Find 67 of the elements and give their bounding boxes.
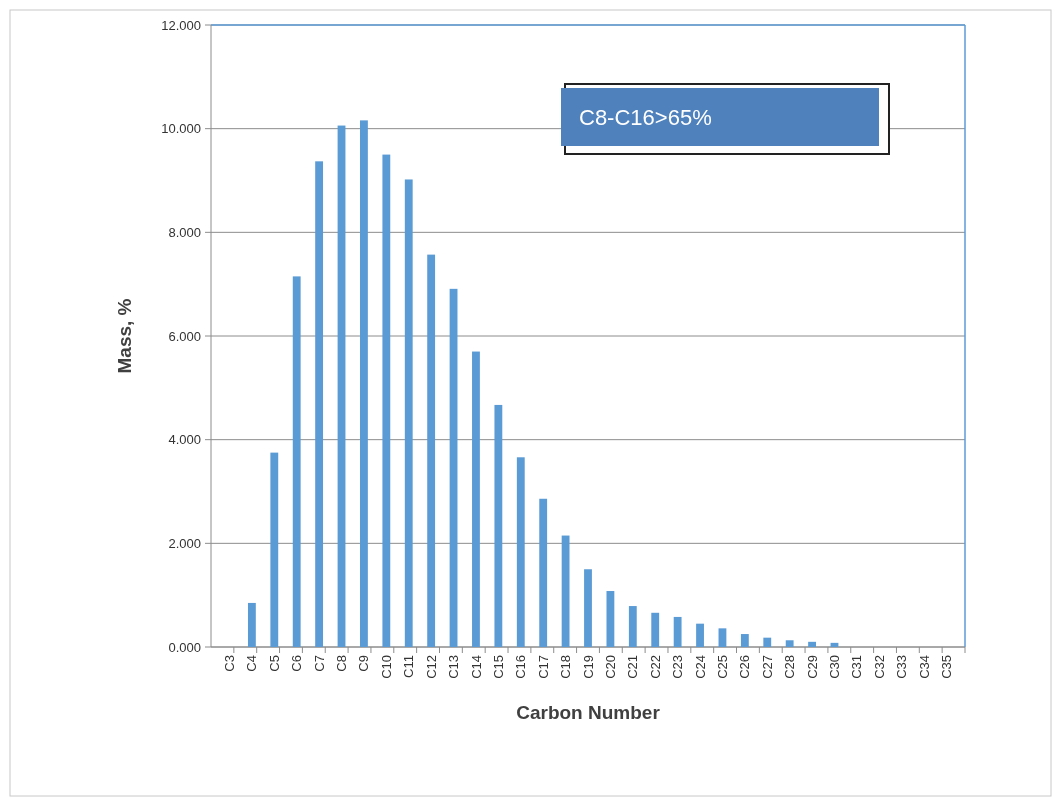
x-tick-label: C4: [244, 655, 260, 672]
bar: [427, 254, 436, 647]
bar: [584, 569, 592, 647]
bar: [673, 616, 682, 647]
y-tick-label: 4.000: [168, 432, 201, 448]
x-tick-label: C26: [737, 655, 753, 679]
y-axis-title: Mass, %: [114, 298, 135, 374]
y-tick-label: 10.000: [161, 121, 201, 137]
x-tick-label: C29: [804, 655, 820, 679]
x-tick-label: C34: [916, 655, 932, 679]
x-tick-label: C12: [423, 655, 439, 679]
x-tick-label: C15: [490, 655, 506, 679]
y-tick-label: 2.000: [168, 535, 201, 551]
x-tick-label: C24: [692, 655, 708, 679]
y-tick-label: 8.000: [168, 224, 201, 240]
x-tick-label: C17: [535, 655, 551, 679]
x-tick-label: C16: [513, 655, 529, 679]
bar: [740, 634, 749, 647]
bar: [516, 457, 525, 647]
bar: [382, 154, 391, 647]
bar: [360, 120, 368, 647]
x-tick-label: C21: [625, 655, 641, 679]
x-tick-label: C28: [782, 655, 798, 679]
x-tick-label: C20: [602, 655, 618, 679]
bar: [292, 276, 301, 647]
x-tick-label: C14: [468, 655, 484, 679]
bar: [718, 628, 727, 647]
bar: [494, 404, 503, 647]
bar: [808, 641, 816, 647]
x-tick-label: C5: [266, 655, 282, 672]
x-tick-label: C22: [647, 655, 663, 679]
x-tick-label: C3: [222, 655, 238, 672]
y-tick-label: 6.000: [168, 328, 201, 344]
bar: [472, 351, 480, 647]
x-tick-label: C9: [356, 655, 372, 672]
y-tick-label: 0.000: [168, 639, 201, 655]
bar: [696, 623, 704, 647]
x-tick-label: C32: [871, 655, 887, 679]
x-axis-title: Carbon Number: [516, 702, 661, 723]
x-tick-label: C10: [378, 655, 394, 679]
x-tick-label: C6: [289, 655, 305, 672]
x-tick-label: C35: [939, 655, 955, 679]
annotation: C8-C16>65%: [579, 104, 712, 130]
x-tick-label: C11: [401, 655, 417, 678]
bar: [561, 535, 570, 647]
x-tick-label: C31: [849, 655, 865, 679]
x-tick-label: C27: [759, 655, 775, 679]
x-tick-label: C18: [558, 655, 574, 679]
bar: [404, 179, 413, 647]
bar: [247, 602, 256, 647]
bar: [763, 637, 772, 647]
bar: [628, 606, 637, 647]
bar: [785, 640, 794, 647]
bar: [651, 612, 660, 647]
x-tick-label: C25: [714, 655, 730, 679]
bar: [315, 161, 324, 647]
x-tick-label: C8: [334, 655, 350, 672]
bar: [606, 591, 615, 647]
x-tick-label: C30: [827, 655, 843, 679]
x-tick-label: C19: [580, 655, 596, 679]
x-tick-label: C23: [670, 655, 686, 679]
x-tick-label: C13: [446, 655, 462, 679]
x-tick-label: C7: [311, 655, 327, 672]
y-tick-label: 12.000: [161, 17, 201, 33]
x-tick-label: C33: [894, 655, 910, 679]
bar: [539, 498, 548, 647]
bar: [270, 452, 279, 647]
